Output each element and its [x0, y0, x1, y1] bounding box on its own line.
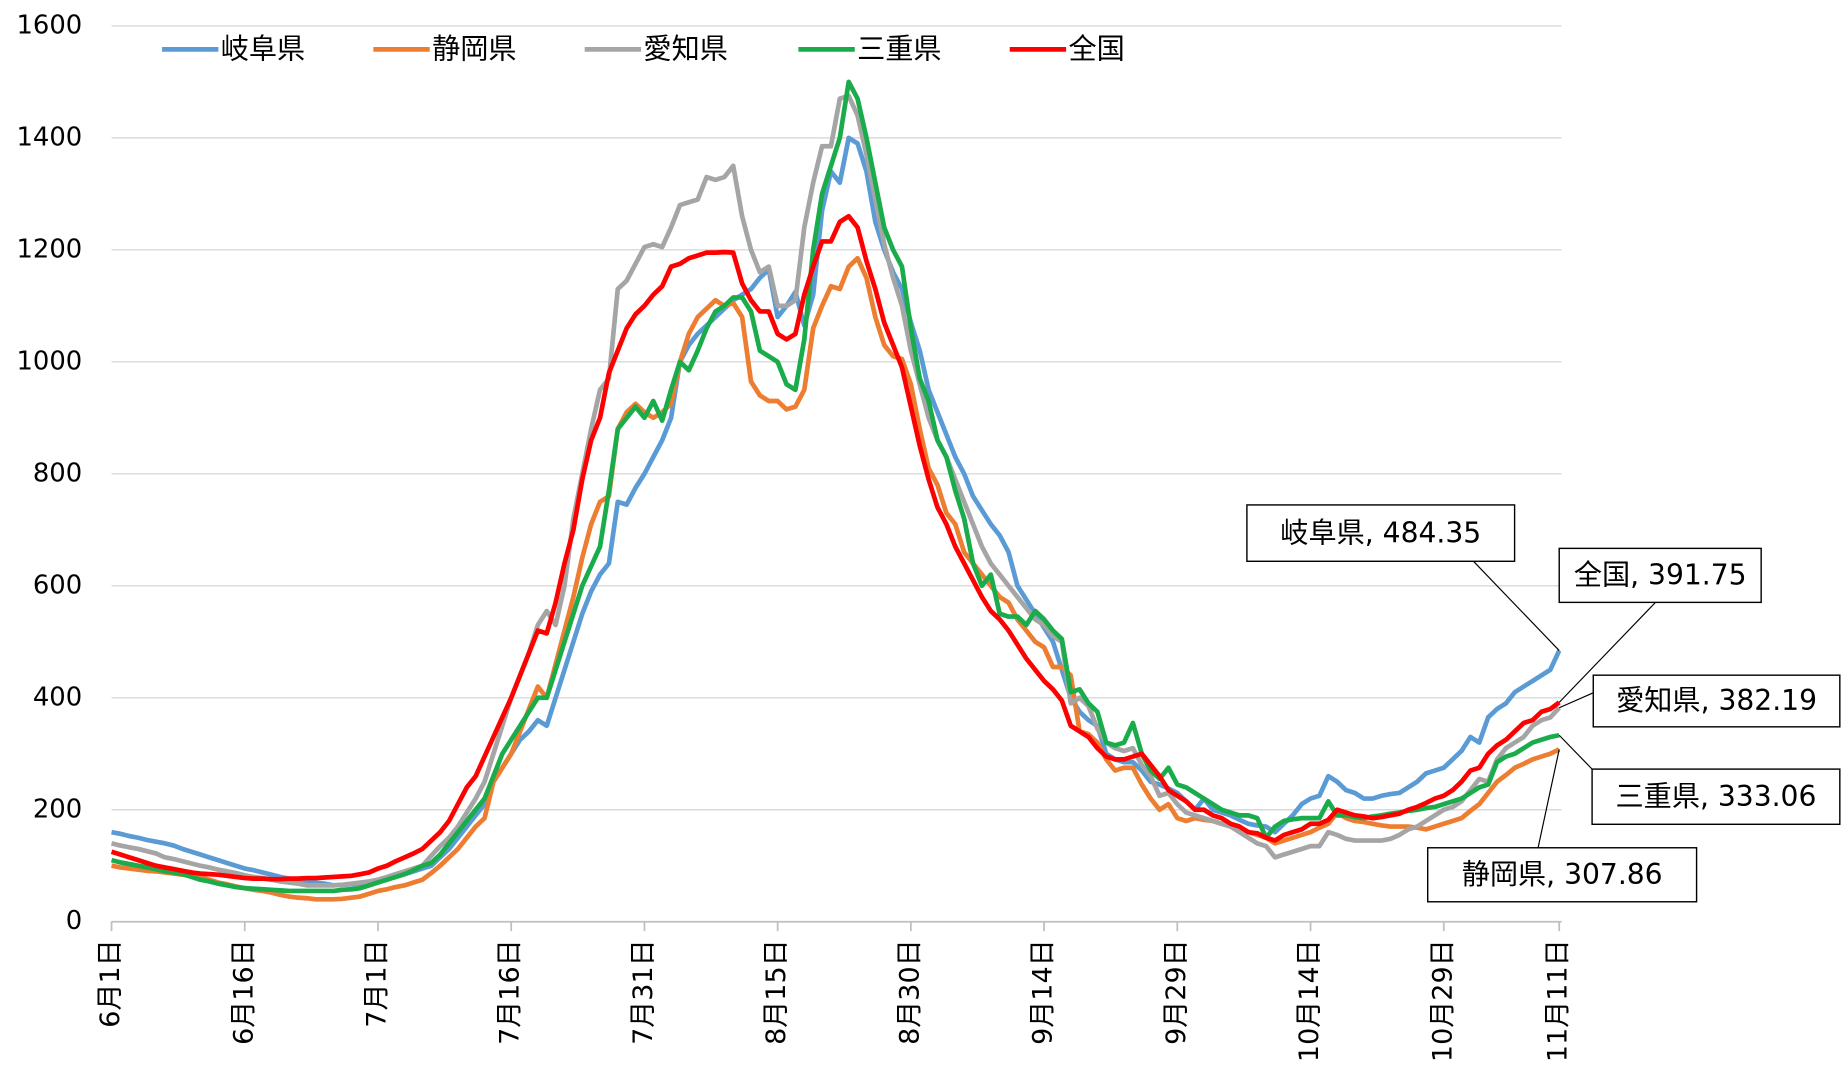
- annotation: 全国, 391.75: [1558, 547, 1762, 703]
- annotation: 三重県, 333.06: [1558, 734, 1841, 825]
- x-tick-label: 9月14日: [1028, 939, 1059, 1045]
- y-tick-label: 1000: [16, 346, 82, 376]
- x-tick-label: 8月15日: [761, 939, 792, 1045]
- legend-item: 愛知県: [584, 33, 728, 66]
- series-line: [110, 79, 1560, 894]
- y-tick-label: 600: [33, 570, 82, 600]
- x-tick-label: 10月29日: [1427, 939, 1458, 1062]
- leader-line: [1558, 601, 1656, 703]
- annotation-box: [1558, 547, 1762, 604]
- annotation: 静岡県, 307.86: [1427, 749, 1698, 903]
- series-line: [110, 93, 1561, 888]
- leader-line: [1558, 734, 1593, 770]
- y-tick-label: 0: [66, 906, 82, 936]
- leader-line: [1558, 692, 1594, 709]
- x-tick-label: 6月16日: [228, 939, 259, 1045]
- annotation-box: [1246, 504, 1516, 562]
- legend-label: 愛知県: [643, 33, 727, 66]
- annotation-box: [1592, 674, 1841, 728]
- legend-label: 岐阜県: [221, 33, 305, 66]
- annotation: 岐阜県, 484.35: [1246, 504, 1560, 651]
- series-line: [110, 213, 1561, 882]
- annotation-label: 静岡県, 307.86: [1462, 858, 1663, 891]
- x-tick-label: 9月29日: [1161, 939, 1192, 1045]
- legend-label: 三重県: [857, 33, 941, 66]
- y-tick-label: 1600: [16, 10, 82, 40]
- y-tick-label: 400: [33, 682, 82, 712]
- annotation-label: 愛知県, 382.19: [1616, 684, 1817, 717]
- legend-label: 全国: [1068, 33, 1124, 66]
- y-tick-label: 1400: [16, 122, 82, 152]
- annotation-label: 全国, 391.75: [1574, 559, 1747, 592]
- legend-label: 静岡県: [432, 33, 516, 66]
- annotation-box: [1427, 847, 1698, 903]
- leader-line: [1473, 560, 1560, 651]
- x-tick-label: 8月30日: [894, 939, 925, 1045]
- x-tick-label: 11月11日: [1543, 939, 1574, 1062]
- annotation-label: 岐阜県, 484.35: [1280, 516, 1481, 549]
- x-tick-label: 10月14日: [1294, 939, 1325, 1062]
- y-tick-label: 800: [33, 458, 82, 488]
- x-tick-label: 7月16日: [495, 939, 526, 1045]
- legend-item: 全国: [1009, 33, 1125, 66]
- x-tick-label: 6月1日: [95, 939, 126, 1027]
- series-line: [111, 255, 1561, 902]
- legend-item: 三重県: [798, 33, 942, 66]
- annotation: 愛知県, 382.19: [1558, 674, 1841, 728]
- y-tick-label: 1200: [16, 234, 82, 264]
- legend-item: 岐阜県: [162, 33, 305, 66]
- annotation-box: [1591, 768, 1841, 825]
- x-tick-label: 7月31日: [628, 939, 659, 1045]
- y-tick-label: 200: [33, 794, 82, 824]
- legend-item: 静岡県: [373, 33, 517, 66]
- leader-line: [1537, 749, 1560, 848]
- annotation-label: 三重県, 333.06: [1616, 780, 1817, 813]
- x-tick-label: 7月1日: [361, 939, 392, 1027]
